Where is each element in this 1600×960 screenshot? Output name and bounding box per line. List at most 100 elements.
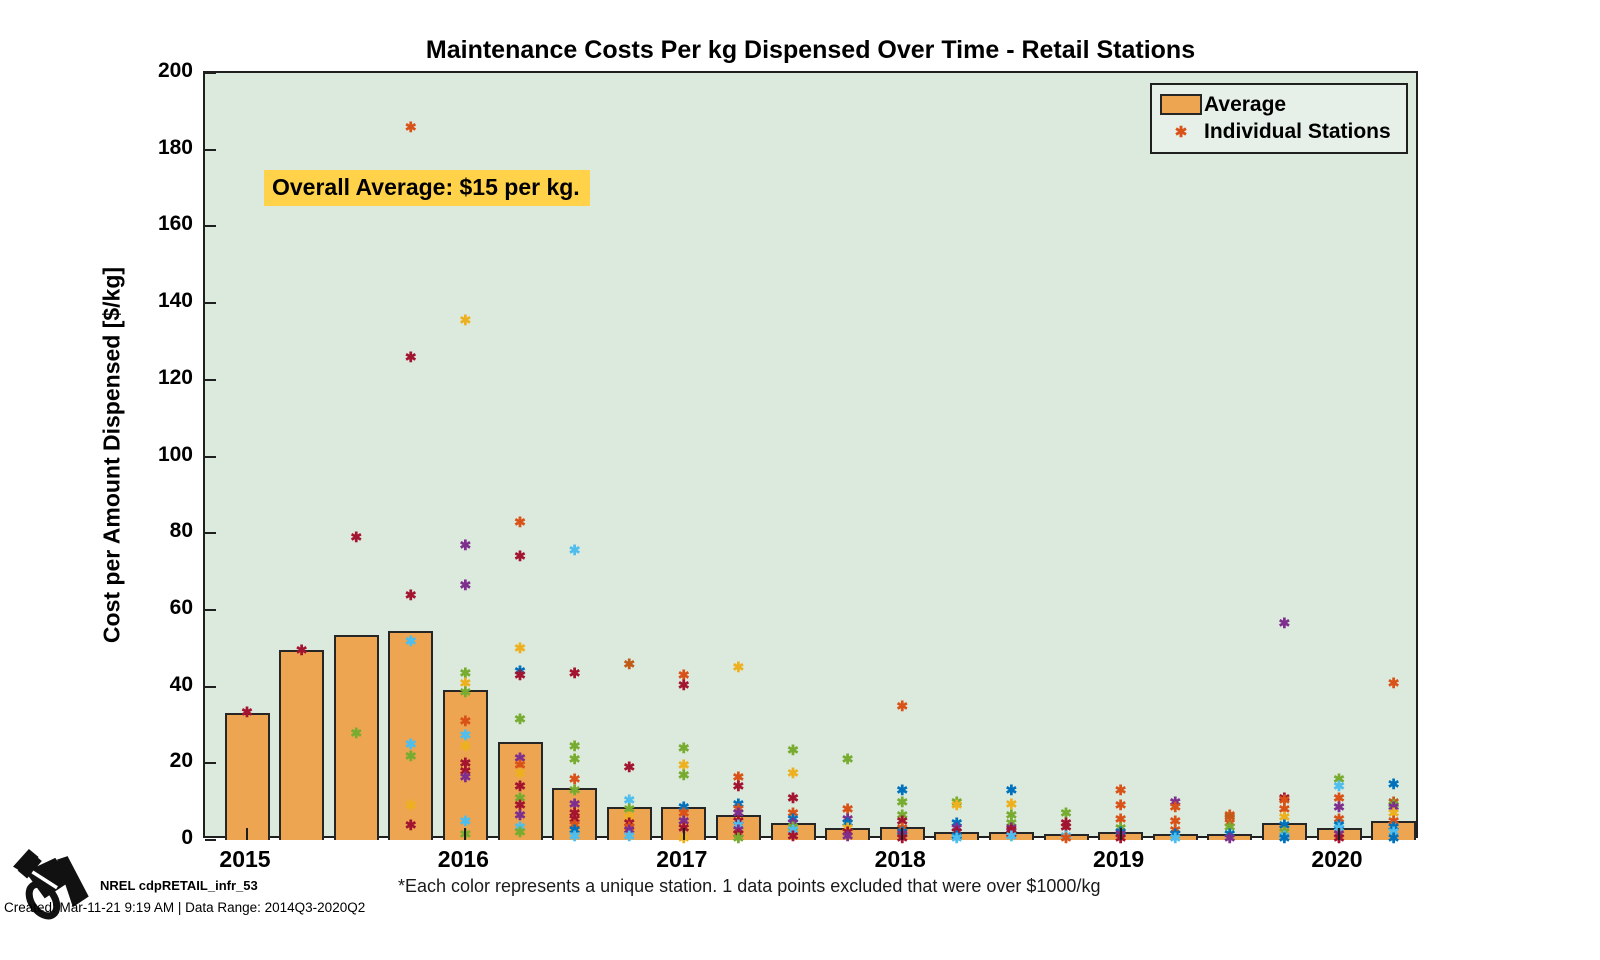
station-point: ✱: [350, 529, 363, 546]
station-point: ✱: [404, 118, 417, 135]
asterisk-marker-icon: ✱: [1174, 123, 1188, 141]
average-bar-2017Q4: [825, 828, 871, 840]
average-bar-2018Q4: [1043, 834, 1089, 840]
credit-title: NREL cdpRETAIL_infr_53: [100, 878, 258, 893]
station-point: ✱: [732, 659, 745, 676]
average-bar-2016Q2: [497, 742, 543, 840]
station-point: ✱: [1114, 810, 1127, 827]
station-point: ✱: [1278, 789, 1291, 806]
x-tick-mark: [901, 828, 904, 840]
legend-item-individual-stations: ✱ Individual Stations: [1160, 118, 1398, 145]
chart-title: Maintenance Costs Per kg Dispensed Over …: [425, 36, 1196, 64]
overall-average-annotation: Overall Average: $15 per kg.: [264, 170, 590, 206]
average-bar-2017Q3: [770, 822, 816, 840]
average-bar-2019Q2: [1152, 834, 1198, 840]
station-point: ✱: [1387, 674, 1400, 691]
station-point: ✱: [732, 778, 745, 795]
station-point: ✱: [459, 312, 472, 329]
station-point: ✱: [514, 640, 526, 657]
station-point: ✱: [896, 782, 909, 799]
station-point: ✱: [459, 674, 472, 691]
y-tick-mark: [205, 839, 216, 841]
station-point: ✱: [568, 751, 581, 768]
station-point: ✱: [950, 797, 963, 814]
y-tick-mark: [205, 225, 216, 228]
plot-area: ✱ ✱ ✱ ✱ ✱ ✱ ✱ ✱ ✱ ✱ ✱ ✱ ✱ ✱ ✱ ✱ ✱ ✱ ✱ ✱ ✱ ✱ ✱ ✱ ✱ ✱ ✱ ✱ ✱ ✱ ✱ ✱ ✱ ✱ ✱ ✱ ✱ ✱ ✱ ✱…: [203, 71, 1418, 845]
average-bar-swatch-icon: [1160, 94, 1202, 115]
station-point: ✱: [568, 770, 581, 787]
average-bar-2018Q2: [934, 832, 980, 840]
y-tick-label: 0: [181, 826, 193, 849]
legend: Average ✱ Individual Stations: [1150, 83, 1408, 154]
station-point: ✱: [1005, 807, 1018, 824]
x-tick-label-2016: 2016: [437, 846, 489, 872]
chart-footnote: *Each color represents a unique station.…: [398, 876, 1101, 896]
fuel-nozzle-icon: [13, 849, 89, 920]
station-point: ✱: [568, 738, 581, 755]
station-point: ✱: [896, 793, 909, 810]
station-point: ✱: [1114, 797, 1127, 814]
station-point: ✱: [1060, 818, 1072, 835]
y-tick-mark: [205, 302, 216, 305]
y-tick-label: 80: [169, 519, 193, 543]
station-point: ✱: [1005, 782, 1018, 799]
station-point: ✱: [1060, 814, 1072, 831]
average-bar-2016Q4: [606, 807, 652, 840]
station-point: ✱: [1333, 778, 1345, 795]
station-point: ✱: [787, 764, 799, 781]
station-point: ✱: [677, 739, 690, 756]
legend-label-individual-stations: Individual Stations: [1204, 119, 1391, 143]
average-bar-2015Q1: [224, 713, 270, 840]
y-tick-label: 160: [157, 212, 193, 236]
station-point: ✱: [732, 768, 745, 785]
legend-label-average: Average: [1204, 92, 1287, 116]
y-tick-label: 60: [169, 595, 193, 619]
station-point: ✱: [514, 667, 526, 684]
x-tick-label-2020: 2020: [1311, 846, 1363, 872]
station-point: ✱: [1278, 801, 1291, 818]
y-tick-label: 120: [157, 365, 193, 389]
station-point: ✱: [1333, 810, 1345, 827]
y-tick-label: 200: [157, 59, 193, 82]
station-point: ✱: [568, 665, 581, 682]
station-point: ✱: [1333, 799, 1345, 816]
station-point: ✱: [1169, 799, 1182, 816]
station-point: ✱: [841, 810, 854, 827]
x-tick-label-2019: 2019: [1093, 846, 1145, 872]
x-tick-mark: [464, 828, 467, 840]
station-point: ✱: [459, 665, 472, 682]
station-point: ✱: [623, 791, 636, 808]
station-point: ✱: [732, 795, 745, 812]
average-bar-2019Q4: [1261, 822, 1307, 840]
station-point: ✱: [1278, 791, 1291, 808]
station-point: ✱: [1387, 793, 1400, 810]
station-point: ✱: [950, 793, 963, 810]
legend-item-average: Average: [1160, 91, 1398, 118]
average-bar-2015Q2: [279, 650, 325, 840]
station-point: ✱: [841, 801, 854, 818]
station-point: ✱: [623, 759, 636, 776]
average-bar-2017Q2: [715, 815, 761, 840]
station-point: ✱: [514, 711, 526, 728]
station-point: ✱: [623, 655, 636, 672]
station-point: ✱: [1333, 789, 1345, 806]
station-point: ✱: [1278, 615, 1291, 632]
average-bar-2018Q3: [988, 832, 1034, 840]
x-tick-mark: [1119, 828, 1122, 840]
y-tick-mark: [205, 455, 216, 458]
station-point: ✱: [1005, 795, 1018, 812]
station-point: ✱: [677, 766, 690, 783]
y-axis-label: Cost per Amount Dispensed [$/kg]: [98, 266, 125, 644]
station-point: ✱: [787, 789, 799, 806]
station-point: ✱: [1387, 776, 1400, 793]
station-point: ✱: [459, 536, 472, 553]
credit-meta: Created: Mar-11-21 9:19 AM | Data Range:…: [4, 900, 366, 915]
y-tick-mark: [205, 608, 216, 611]
station-point: ✱: [787, 805, 799, 822]
y-tick-mark: [205, 148, 216, 151]
station-point: ✱: [677, 676, 690, 693]
station-point: ✱: [1223, 807, 1236, 824]
station-point: ✱: [950, 814, 963, 831]
y-tick-label: 180: [157, 135, 193, 159]
y-tick-mark: [205, 378, 216, 381]
